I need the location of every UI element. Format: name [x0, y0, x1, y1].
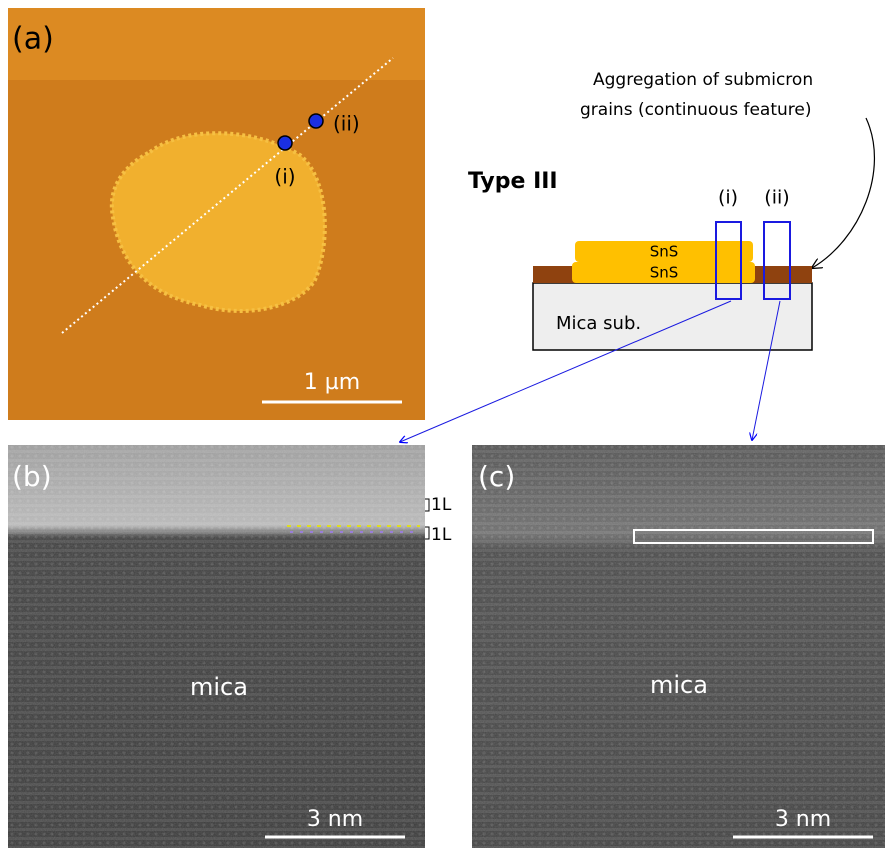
annotation: grains (continuous feature) [580, 100, 812, 120]
link-arrow [400, 300, 732, 442]
type-title: Type III [468, 169, 558, 194]
panel-b: 1L 1L (b) mica 3 nm [8, 445, 452, 848]
afm-band [8, 8, 425, 80]
highlight-box [633, 529, 874, 544]
layer-label: 1L [431, 525, 452, 545]
schematic: Aggregation of submicron grains (continu… [400, 70, 875, 442]
layer-bracket [425, 498, 430, 540]
point [277, 135, 293, 151]
annotation: Aggregation of submicron [593, 70, 813, 90]
region-box [763, 221, 791, 300]
material-label: mica [650, 671, 708, 699]
annotation-arrow [812, 117, 875, 268]
panel-a: (a) (i) (ii) 1 µm [8, 8, 425, 420]
point-label: (ii) [333, 112, 360, 136]
layer-label: SnS [650, 264, 679, 282]
panel-c: (c) mica 3 nm [472, 445, 885, 848]
material-label: mica [190, 673, 248, 701]
box-label: (ii) [764, 187, 789, 209]
region-box [715, 221, 742, 300]
panel-label: (c) [478, 460, 515, 493]
layer-label: 1L [431, 495, 452, 515]
panel-label: (b) [12, 460, 52, 493]
link-arrow [752, 300, 781, 440]
sns-layer [572, 262, 755, 283]
flake [109, 131, 327, 313]
layer-label: SnS [650, 243, 679, 261]
atom-model [287, 525, 420, 533]
point [308, 113, 324, 129]
line-profile [61, 57, 394, 334]
substrate-label: Mica sub. [556, 313, 641, 334]
noise [472, 445, 885, 848]
point-label: (i) [274, 165, 295, 189]
scale-label: 3 nm [307, 807, 363, 832]
noise [8, 445, 425, 848]
panel-label: (a) [12, 22, 54, 57]
substrate [532, 282, 813, 351]
scale-label: 3 nm [775, 807, 831, 832]
scale-label: 1 µm [304, 370, 360, 395]
box-label: (i) [718, 187, 738, 209]
sns-layer [575, 241, 753, 262]
